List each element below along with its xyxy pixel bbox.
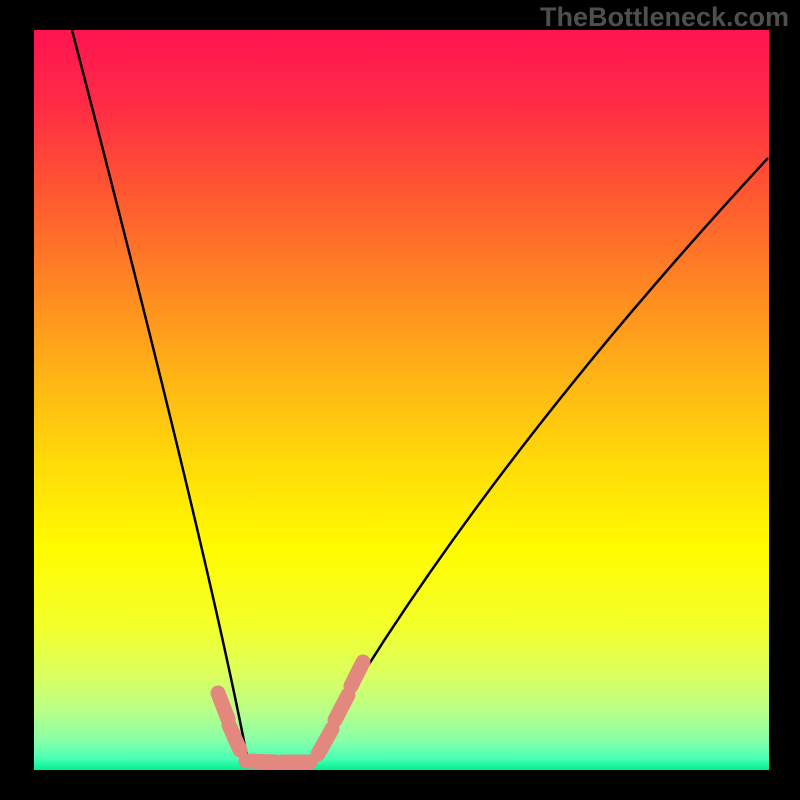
accent-segment bbox=[229, 725, 240, 750]
accent-segment bbox=[246, 761, 276, 762]
accent-segment bbox=[351, 662, 363, 686]
accent-segments bbox=[218, 662, 363, 762]
v-curve bbox=[72, 30, 768, 762]
curve-layer bbox=[0, 0, 800, 800]
chart-root: { "canvas": { "width": 800, "height": 80… bbox=[0, 0, 800, 800]
accent-segment bbox=[335, 695, 348, 720]
accent-segment bbox=[318, 729, 332, 754]
accent-segment bbox=[218, 693, 228, 719]
